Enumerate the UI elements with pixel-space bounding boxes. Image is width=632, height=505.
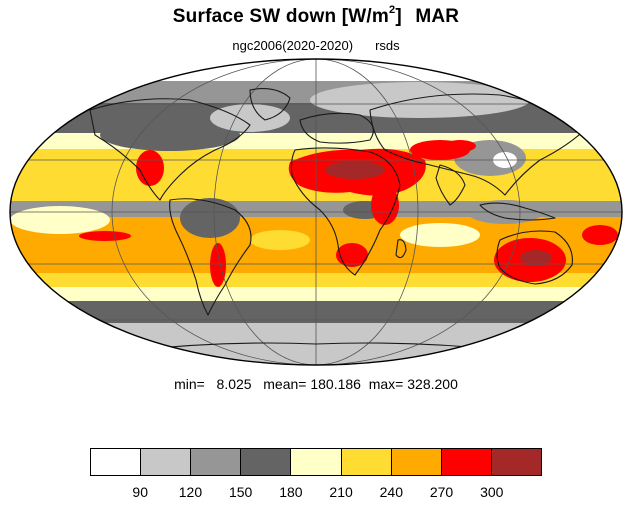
coast-greenland	[249, 88, 291, 121]
patch-grey-npac	[100, 119, 240, 151]
world-map	[9, 58, 623, 366]
plot-subtitle: ngc2006(2020-2020) rsds	[0, 38, 632, 53]
colorbar-tick-label: 240	[379, 484, 403, 500]
colorbar-box	[341, 449, 392, 475]
hotspot-australia-core	[520, 250, 552, 266]
coastlines	[89, 88, 591, 353]
hotspot-east-africa	[371, 185, 399, 225]
coast-australia	[496, 230, 573, 285]
coast-indonesia	[479, 202, 556, 221]
colorbar-box	[291, 449, 342, 475]
title-superscript: 2	[388, 4, 396, 16]
colorbar-box	[191, 449, 242, 475]
stat-max-label: max=	[368, 376, 404, 392]
colorbar	[90, 448, 542, 476]
coast-asia	[369, 93, 591, 196]
patch-light-atlantic	[250, 230, 310, 250]
coast-antarctica	[119, 342, 521, 353]
hotspot-peru	[79, 231, 131, 241]
patch-light-indian	[400, 223, 480, 247]
colorbar-tick-label: 150	[228, 484, 253, 500]
hotspot-sahara-core	[325, 161, 385, 179]
patch-grey-natl	[210, 104, 290, 132]
colorbar-tick-label: 90	[132, 484, 148, 500]
colorbar-box	[391, 449, 442, 475]
coast-south-america	[169, 198, 252, 316]
map-boundary	[9, 58, 623, 366]
patch-grey-amazon	[180, 198, 240, 238]
colorbar-box	[141, 449, 192, 475]
hotspot-tibet	[444, 140, 476, 152]
colorbar-box	[91, 449, 142, 475]
graticule	[10, 59, 622, 365]
stat-min-label: min=	[174, 376, 205, 392]
title-season: MAR	[415, 6, 460, 27]
subtitle-model: ngc2006(2020-2020)	[232, 38, 354, 53]
colorbar-tick-label: 210	[329, 484, 353, 500]
shortwave-field	[10, 59, 622, 365]
hotspot-pacific-south	[582, 225, 618, 245]
patch-light-pacific	[10, 206, 110, 234]
coast-india	[435, 164, 466, 206]
field-statistics: min= 8.025 mean= 180.186 max= 328.200	[0, 376, 632, 392]
subtitle-variable: rsds	[375, 38, 400, 53]
hotspot-mexico	[136, 150, 164, 186]
colorbar-box	[441, 449, 492, 475]
colorbar-tick-label: 120	[178, 484, 203, 500]
hotspot-south-africa	[336, 243, 368, 267]
stat-mean-label: mean=	[263, 376, 307, 392]
stat-mean: 180.186	[310, 376, 361, 392]
plot-title: Surface SW down [W/m2] MAR	[0, 4, 632, 28]
stat-max: 328.200	[407, 376, 458, 392]
coast-africa	[290, 147, 401, 276]
colorbar-tick-label: 300	[480, 484, 504, 500]
patch-grey-siberia	[310, 82, 530, 118]
hotspot-andes	[210, 243, 226, 287]
colorbar-tick-label: 270	[429, 484, 454, 500]
coast-europe	[299, 112, 374, 144]
colorbar-box	[241, 449, 292, 475]
coast-north-america	[89, 98, 251, 201]
stat-min: 8.025	[216, 376, 252, 392]
coast-madagascar	[395, 239, 407, 259]
title-text: Surface SW down [W/m	[172, 6, 389, 27]
title-bracket: ]	[395, 6, 402, 27]
colorbar-box	[491, 449, 541, 475]
colorbar-tick-label: 180	[279, 484, 303, 500]
